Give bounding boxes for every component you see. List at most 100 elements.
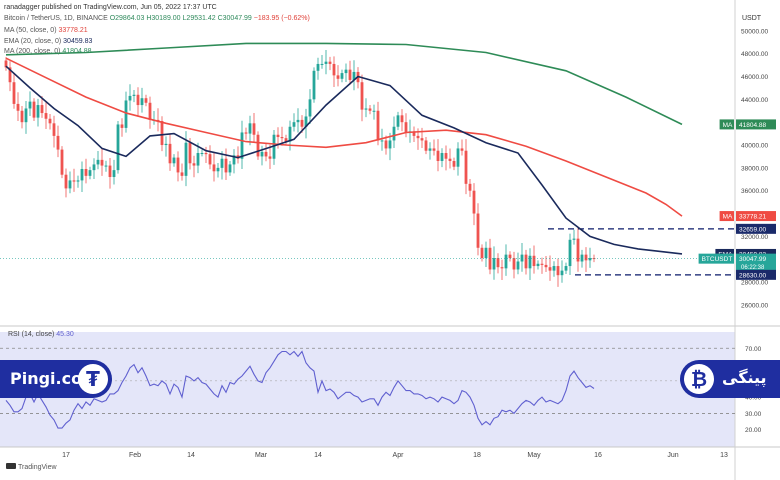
candle-body [52,123,56,136]
candle-body [452,161,456,167]
candle-body [368,108,372,111]
candle-body [92,164,96,171]
candle-body [372,110,376,112]
price-tick-label: 44000.00 [741,97,768,104]
candle-body [324,61,328,64]
candle-body [404,122,408,133]
candle-body [132,94,136,96]
candle-body [496,258,500,268]
candle-body [340,73,344,79]
candle-body [224,158,228,173]
candle-body [128,95,132,101]
open-value: O29864.03 [109,15,145,22]
indicator-ma200: MA (200, close, 0) 41804.88 [4,48,92,55]
candle-body [580,254,584,262]
tag-value: 32659.00 [739,226,766,233]
candle-body [284,138,288,142]
candle-body [204,153,208,155]
pingi-watermark-fa: ₿ پینگی [680,360,780,398]
candle-body [168,143,172,164]
candle-body [64,174,68,189]
candle-body [536,263,540,267]
candle-body [564,266,568,271]
candle-body [32,101,36,118]
candle-body [568,239,572,267]
candle-body [112,170,116,177]
candle-body [300,119,304,127]
candle-body [192,163,196,166]
candle-body [492,258,496,270]
close-value: C30047.99 [217,15,252,22]
candle-body [348,69,352,80]
time-tick-label: 18 [473,452,481,459]
candle-body [456,148,460,167]
candle-body [260,151,264,157]
tag-value-bg [736,253,776,272]
indicator-ema20: EMA (20, close, 0) 30459.83 [4,38,92,45]
time-axis: 17 Feb 14 Mar 14 Apr 18 May 16 Jun 13 [62,452,728,459]
candle-body [12,82,16,104]
candle-body [352,71,356,80]
candle-body [516,261,520,270]
candle-body [392,126,396,141]
candle-body [252,123,256,135]
candle-body [240,132,244,159]
candle-body [328,61,332,64]
candle-body [280,137,284,139]
tag-value-bg [736,223,776,234]
candle-body [44,113,48,119]
candle-body [552,266,556,271]
time-tick-label: Feb [129,452,141,459]
candle-body [572,238,576,240]
candle-body [444,153,448,159]
candle-body [8,67,12,83]
candle-body [248,123,252,134]
candle-body [172,157,176,164]
rsi-tick-label: 20.00 [745,427,762,434]
candle-body [504,254,508,269]
indicator-value: 41804.88 [62,48,92,55]
candle-body [264,151,268,157]
price-tick-label: 50000.00 [741,28,768,35]
tag-name-bg [719,119,734,130]
candle-body [436,150,440,162]
candle-body [80,168,84,181]
indicator-line [5,42,683,126]
pingi-watermark: Pingi.co ₮ [0,360,112,398]
candle-body [228,164,232,173]
candle-body [540,263,544,265]
candle-body [316,63,320,71]
indicator-lines [0,42,735,276]
candle-body [148,102,152,120]
time-tick-label: 17 [62,452,70,459]
rsi-tick-label: 70.00 [745,346,762,353]
candle-body [432,148,436,151]
symbol-name: Bitcoin / TetherUS, 1D, BINANCE [4,15,108,22]
candle-body [124,100,128,128]
candle-body [548,267,552,271]
tag-value: 28630.00 [739,272,766,279]
candle-body [304,116,308,127]
tag-name-bg [719,211,734,222]
candle-body [292,122,296,127]
tradingview-logo: TradingView [6,463,57,471]
high-value: H30189.00 [146,15,181,22]
change-value: −183.95 (−0.62%) [253,15,310,22]
candle-body [384,140,388,149]
candle-body [212,164,216,172]
candle-body [136,94,140,106]
candle-body [296,119,300,123]
bitcoin-icon: ₿ [684,364,714,394]
indicator-ma50: MA (50, close, 0) 33778.21 [4,27,88,34]
rsi-value: 45.30 [56,331,74,338]
time-tick-label: 14 [314,452,322,459]
candle-body [484,247,488,259]
candle-body [524,254,528,269]
candle-body [188,142,192,164]
rsi-tick-label: 30.00 [745,411,762,418]
candle-body [56,135,60,150]
indicator-line [5,57,683,217]
tag-value-bg [736,269,776,280]
candle-body [120,124,124,128]
